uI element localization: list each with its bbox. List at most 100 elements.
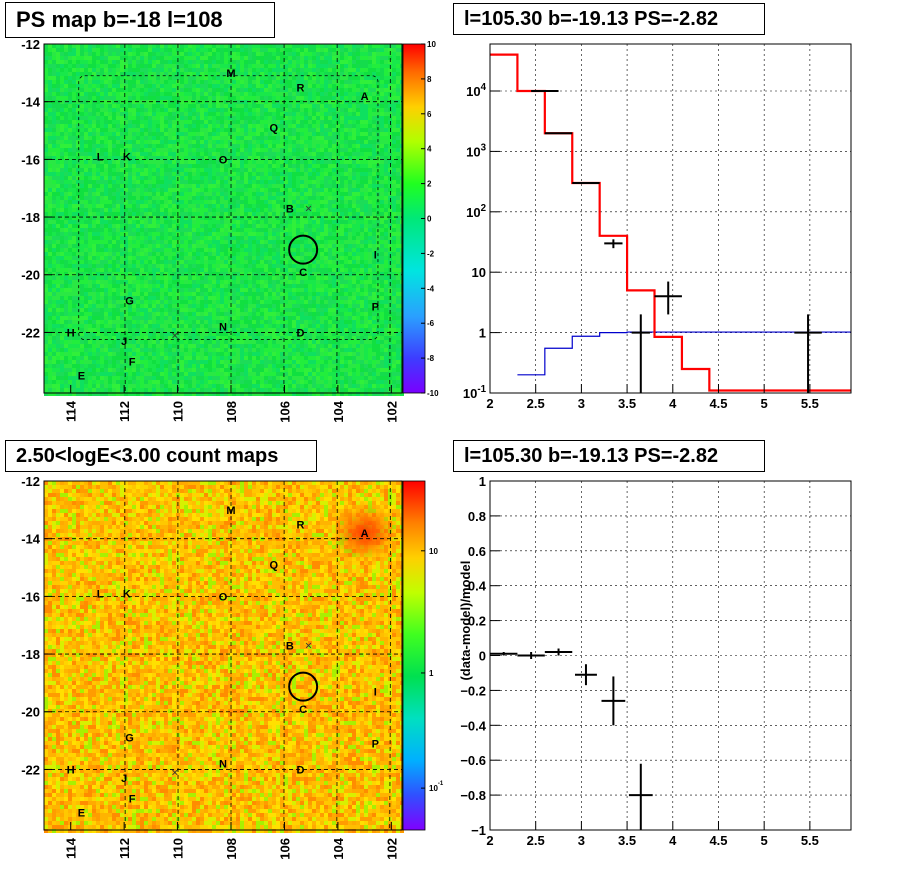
ps-pixel bbox=[364, 220, 368, 224]
ps-pixel bbox=[204, 80, 208, 84]
ps-pixel bbox=[352, 236, 356, 240]
ps-pixel bbox=[292, 120, 296, 124]
ps-pixel bbox=[136, 244, 140, 248]
ps-pixel bbox=[60, 196, 64, 200]
ps-pixel bbox=[68, 96, 72, 100]
ps-pixel bbox=[120, 76, 124, 80]
ps-pixel bbox=[280, 212, 284, 216]
ps-pixel bbox=[156, 84, 160, 88]
ps-pixel bbox=[60, 80, 64, 84]
ps-pixel bbox=[384, 44, 388, 48]
ps-pixel bbox=[276, 164, 280, 168]
ps-pixel bbox=[300, 88, 304, 92]
ps-pixel bbox=[212, 112, 216, 116]
ps-pixel bbox=[224, 68, 228, 72]
ps-pixel bbox=[272, 196, 276, 200]
ps-pixel bbox=[240, 108, 244, 112]
ps-pixel bbox=[116, 188, 120, 192]
ps-pixel bbox=[64, 76, 68, 80]
ps-pixel bbox=[228, 200, 232, 204]
ps-pixel bbox=[96, 132, 100, 136]
ps-pixel bbox=[336, 128, 340, 132]
ps-pixel bbox=[68, 100, 72, 104]
ps-pixel bbox=[332, 244, 336, 248]
ps-pixel bbox=[136, 108, 140, 112]
ps-pixel bbox=[268, 92, 272, 96]
ps-pixel bbox=[116, 84, 120, 88]
ps-pixel bbox=[180, 64, 184, 68]
ps-pixel bbox=[284, 64, 288, 68]
ps-pixel bbox=[204, 200, 208, 204]
ps-pixel bbox=[76, 68, 80, 72]
ps-pixel bbox=[344, 140, 348, 144]
ps-pixel bbox=[372, 160, 376, 164]
ps-pixel bbox=[72, 228, 76, 232]
ps-pixel bbox=[56, 224, 60, 228]
ps-pixel bbox=[144, 172, 148, 176]
ps-pixel bbox=[248, 192, 252, 196]
ps-pixel bbox=[344, 124, 348, 128]
ps-pixel bbox=[300, 100, 304, 104]
ps-pixel bbox=[372, 200, 376, 204]
ps-pixel bbox=[80, 264, 84, 268]
ps-pixel bbox=[304, 248, 308, 252]
ps-pixel bbox=[44, 224, 48, 228]
ps-pixel bbox=[52, 256, 56, 260]
ps-pixel bbox=[224, 112, 228, 116]
ps-pixel bbox=[64, 208, 68, 212]
ps-pixel bbox=[196, 84, 200, 88]
ps-pixel bbox=[248, 216, 252, 220]
ps-pixel bbox=[56, 64, 60, 68]
ps-pixel bbox=[132, 80, 136, 84]
ps-pixel bbox=[232, 136, 236, 140]
ps-pixel bbox=[184, 220, 188, 224]
ps-pixel bbox=[292, 256, 296, 260]
ps-pixel bbox=[156, 72, 160, 76]
ps-pixel bbox=[292, 228, 296, 232]
ps-pixel bbox=[88, 224, 92, 228]
ps-pixel bbox=[396, 84, 400, 88]
ps-pixel bbox=[384, 252, 388, 256]
ps-pixel bbox=[248, 80, 252, 84]
ps-pixel bbox=[316, 152, 320, 156]
ps-pixel bbox=[160, 84, 164, 88]
ps-pixel bbox=[256, 240, 260, 244]
ps-pixel bbox=[332, 188, 336, 192]
ps-pixel bbox=[60, 156, 64, 160]
ps-pixel bbox=[280, 128, 284, 132]
ps-pixel bbox=[116, 60, 120, 64]
ps-pixel bbox=[360, 168, 364, 172]
ps-pixel bbox=[68, 76, 72, 80]
ps-pixel bbox=[116, 244, 120, 248]
ps-pixel bbox=[232, 60, 236, 64]
ps-pixel bbox=[208, 144, 212, 148]
ps-pixel bbox=[308, 220, 312, 224]
ps-pixel bbox=[184, 244, 188, 248]
ps-pixel bbox=[236, 68, 240, 72]
ps-pixel bbox=[288, 48, 292, 52]
ps-pixel bbox=[204, 176, 208, 180]
ps-pixel bbox=[148, 152, 152, 156]
ps-pixel bbox=[356, 172, 360, 176]
ps-pixel bbox=[180, 160, 184, 164]
ps-pixel bbox=[200, 96, 204, 100]
ps-pixel bbox=[348, 172, 352, 176]
ps-pixel bbox=[56, 124, 60, 128]
ps-pixel bbox=[316, 56, 320, 60]
ps-pixel bbox=[348, 144, 352, 148]
ps-pixel bbox=[320, 128, 324, 132]
ps-pixel bbox=[288, 84, 292, 88]
ps-pixel bbox=[316, 44, 320, 48]
ps-pixel bbox=[288, 232, 292, 236]
ps-pixel bbox=[112, 136, 116, 140]
ps-pixel bbox=[248, 44, 252, 48]
ps-pixel bbox=[348, 192, 352, 196]
ps-pixel bbox=[52, 92, 56, 96]
ps-pixel bbox=[44, 264, 48, 268]
ps-pixel bbox=[92, 208, 96, 212]
ps-pixel bbox=[112, 132, 116, 136]
ps-pixel bbox=[200, 132, 204, 136]
ps-pixel bbox=[200, 220, 204, 224]
ps-pixel bbox=[124, 108, 128, 112]
ps-pixel bbox=[48, 164, 52, 168]
